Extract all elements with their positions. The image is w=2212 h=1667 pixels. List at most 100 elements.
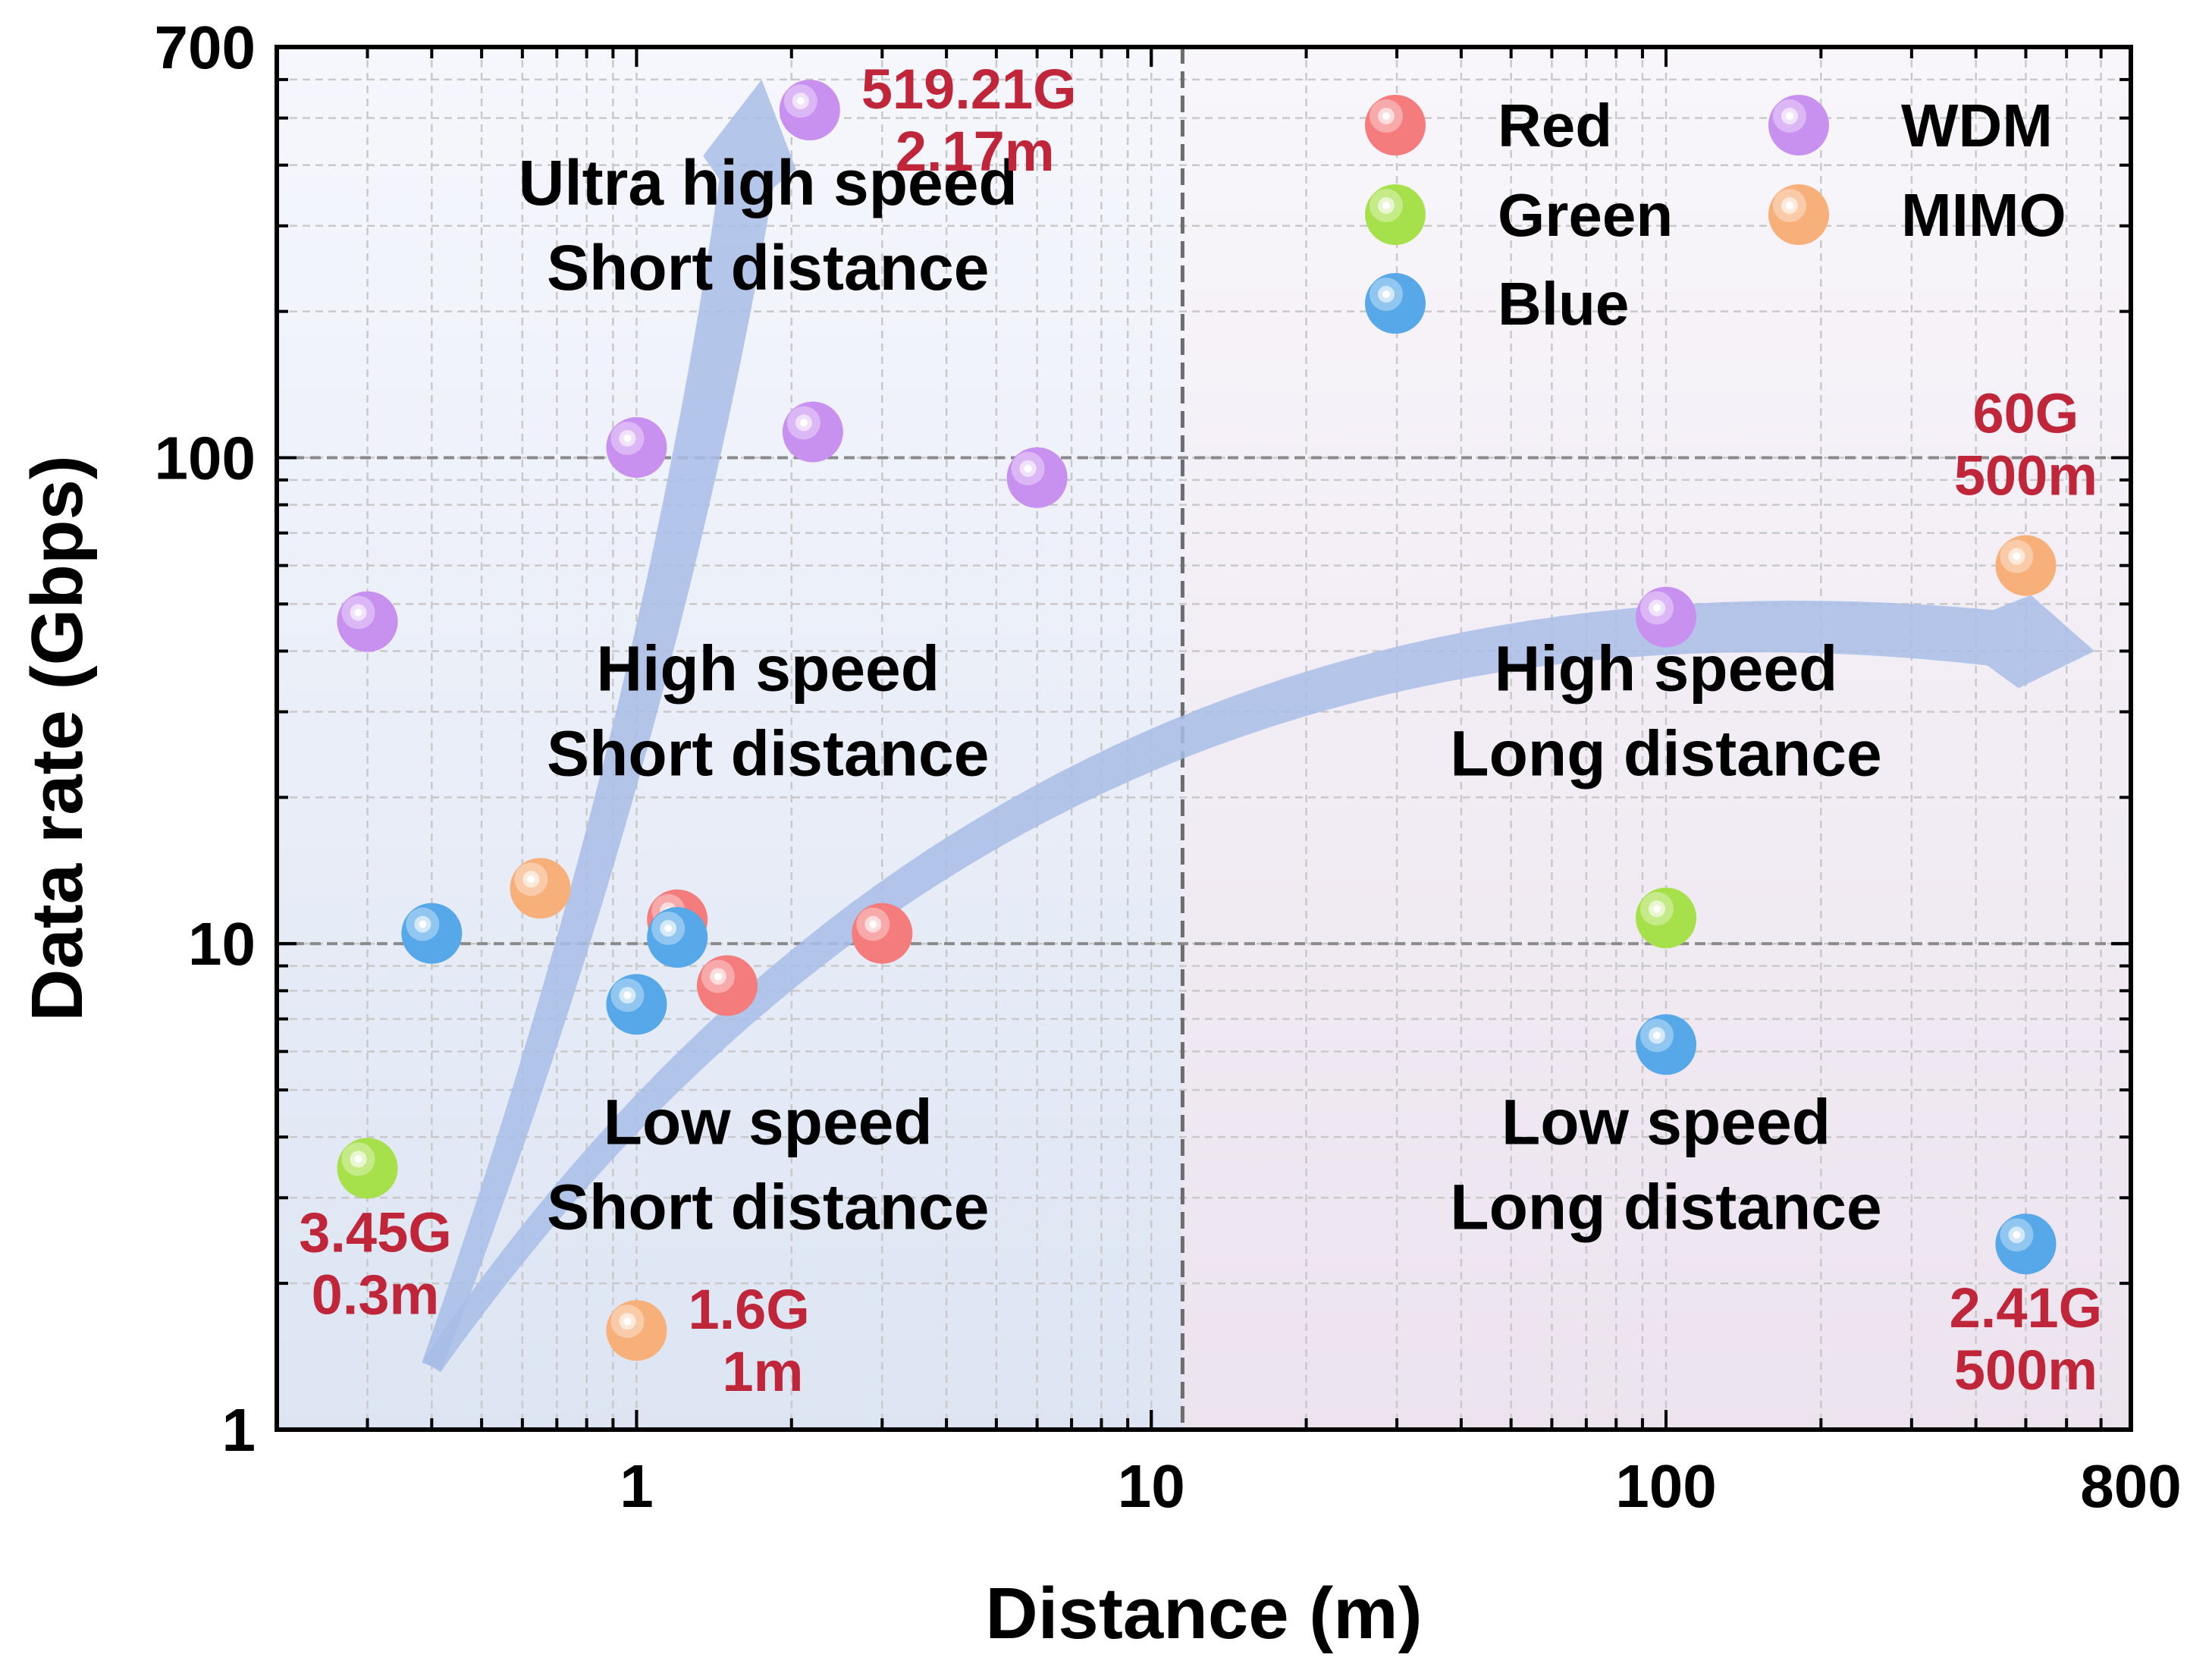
grid xyxy=(277,47,2131,1430)
legend-label: WDM xyxy=(1901,92,2053,159)
point-wdm xyxy=(1006,447,1068,508)
marker-body xyxy=(606,974,667,1035)
region-label-line: Long distance xyxy=(1450,718,1881,790)
marker-highlight-core xyxy=(1024,464,1032,472)
y-axis-title: Data rate (Gbps) xyxy=(17,455,98,1022)
data-points xyxy=(337,80,2057,1361)
point-wdm xyxy=(1636,586,1697,648)
marker-highlight-core xyxy=(1786,112,1793,120)
point-blue xyxy=(401,903,463,964)
region-label-line: Short distance xyxy=(547,1171,989,1242)
marker-body xyxy=(1365,273,1426,334)
marker-body xyxy=(1768,95,1829,155)
marker-body xyxy=(779,80,840,141)
point-blue xyxy=(606,974,667,1035)
marker-highlight-core xyxy=(664,925,673,933)
marker-highlight-core xyxy=(1382,202,1390,209)
marker-highlight-core xyxy=(1653,1031,1661,1040)
marker-highlight-core xyxy=(799,419,808,427)
annotation-line: 60G xyxy=(1973,382,2079,445)
point-red xyxy=(852,903,913,964)
marker-highlight-core xyxy=(869,920,877,928)
marker-body xyxy=(1995,1213,2057,1275)
region-label-line: Ultra high speed xyxy=(519,147,1018,218)
marker-body xyxy=(337,591,398,652)
marker-body xyxy=(1365,95,1426,155)
point-mimo xyxy=(1995,535,2057,596)
legend-label: MIMO xyxy=(1901,181,2066,249)
annotation-line: 1.6G xyxy=(688,1278,809,1341)
marker-highlight-core xyxy=(714,972,722,981)
annotation-line: 2.41G xyxy=(1950,1276,2103,1339)
legend-marker-green xyxy=(1365,184,1426,245)
marker-body xyxy=(1636,887,1697,949)
marker-highlight-core xyxy=(1382,290,1390,298)
point-blue xyxy=(1995,1213,2057,1275)
legend-label: Blue xyxy=(1498,270,1629,337)
marker-highlight-core xyxy=(623,991,632,1000)
legend-marker-red xyxy=(1365,95,1426,155)
marker-highlight-core xyxy=(354,608,362,617)
point-wdm xyxy=(782,401,843,463)
annotation-line: 0.3m xyxy=(312,1263,440,1326)
annotation-line: 500m xyxy=(1954,444,2097,507)
marker-highlight-core xyxy=(623,434,632,442)
region-labels: Ultra high speed Short distance High speed… xyxy=(519,147,1882,1243)
marker-highlight-core xyxy=(796,97,805,105)
marker-highlight-core xyxy=(527,875,535,884)
axis-ticks: 1 10 100 800 1 10 100 700 xyxy=(155,14,2182,1520)
marker-highlight-core xyxy=(2013,552,2021,560)
point-mimo xyxy=(510,858,571,919)
annotation-line: 1m xyxy=(722,1340,803,1403)
legend-marker-mimo xyxy=(1768,184,1829,245)
region-label-line: Short distance xyxy=(547,718,989,790)
marker-body xyxy=(337,1138,398,1199)
legend-label: Red xyxy=(1498,92,1612,159)
marker-highlight-core xyxy=(1382,112,1390,120)
marker-highlight-core xyxy=(623,1317,632,1326)
marker-highlight-core xyxy=(1653,905,1661,913)
point-wdm xyxy=(606,416,667,478)
x-tick-label: 10 xyxy=(1118,1452,1185,1520)
point-blue xyxy=(647,907,708,968)
legend-label: Green xyxy=(1498,181,1673,249)
y-tick-label: 100 xyxy=(155,424,256,491)
point-green xyxy=(337,1138,398,1199)
annotation-line: 500m xyxy=(1954,1339,2097,1402)
point-red xyxy=(696,955,758,1016)
annotation-line: 519.21G xyxy=(861,58,1077,121)
axes-frame xyxy=(275,45,2133,1432)
y-tick-label: 10 xyxy=(188,910,256,978)
marker-body xyxy=(782,401,843,463)
marker-highlight-core xyxy=(419,920,427,928)
marker-body xyxy=(1365,184,1426,245)
marker-highlight-core xyxy=(1653,604,1661,612)
legend-marker-blue xyxy=(1365,273,1426,334)
x-tick-label: 1 xyxy=(620,1452,654,1520)
point-green xyxy=(1636,887,1697,949)
y-tick-label: 1 xyxy=(222,1396,256,1464)
region-label-line: Long distance xyxy=(1450,1171,1881,1242)
ultra-high-speed-trend xyxy=(422,79,796,1370)
marker-body xyxy=(1636,586,1697,648)
point-wdm xyxy=(337,591,398,652)
marker-body xyxy=(852,903,913,964)
marker-body xyxy=(510,858,571,919)
legend-marker-wdm xyxy=(1768,95,1829,155)
point-blue xyxy=(1636,1014,1697,1075)
marker-body xyxy=(1768,184,1829,245)
x-tick-label: 800 xyxy=(2080,1452,2181,1520)
marker-highlight-core xyxy=(1786,202,1793,209)
legend: Red Green Blue WDM MIMO xyxy=(1365,92,2066,337)
marker-body xyxy=(401,903,463,964)
marker-body xyxy=(606,416,667,478)
y-tick-label: 700 xyxy=(155,14,256,81)
marker-body xyxy=(1995,535,2057,596)
marker-body xyxy=(1006,447,1068,508)
annotation-line: 2.17m xyxy=(896,120,1055,183)
marker-body xyxy=(1636,1014,1697,1075)
point-mimo xyxy=(606,1300,667,1361)
point-wdm xyxy=(779,80,840,141)
region-label-line: High speed xyxy=(596,633,940,705)
